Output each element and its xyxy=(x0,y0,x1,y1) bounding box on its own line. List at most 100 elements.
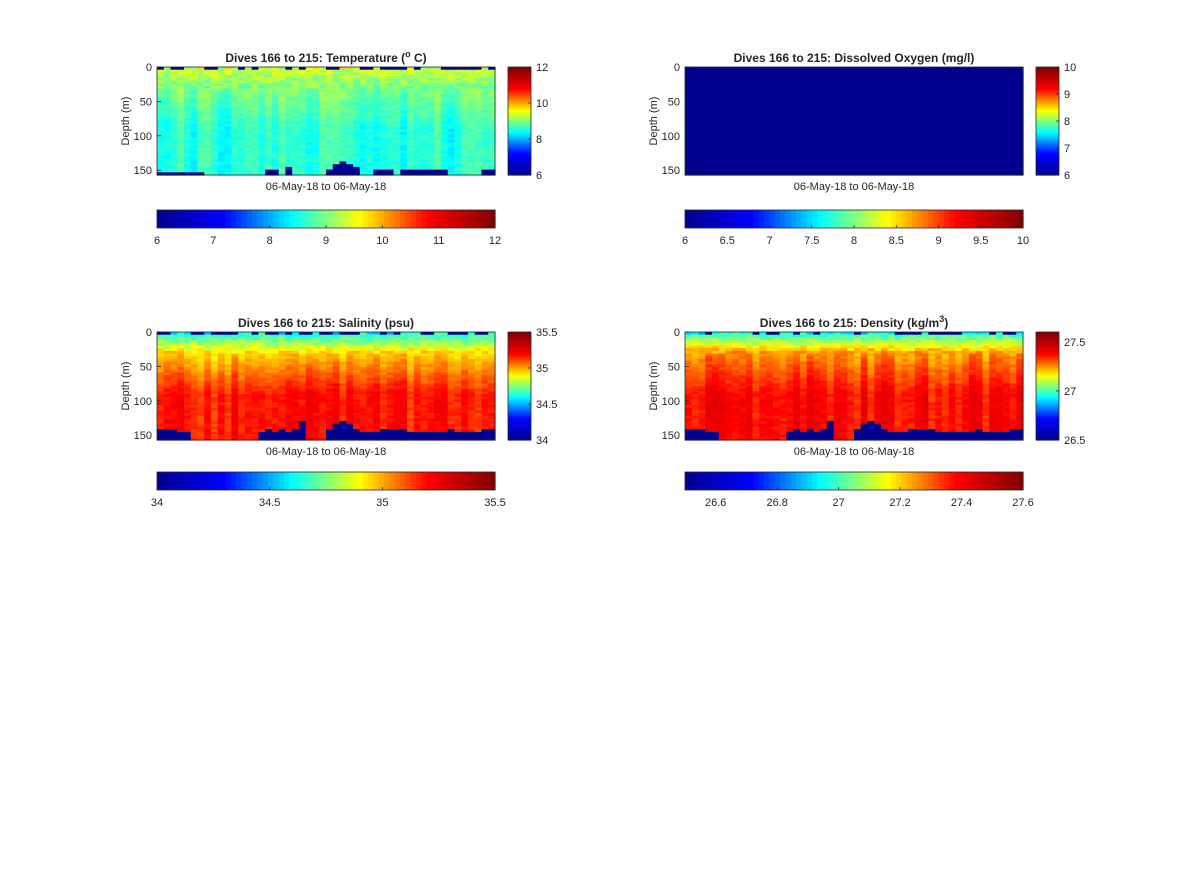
heatmap-cell xyxy=(975,121,984,125)
heatmap-cell xyxy=(705,115,713,119)
heatmap-cell xyxy=(860,161,869,165)
heatmap-cell xyxy=(894,121,902,125)
heatmap-cell xyxy=(955,85,963,90)
heatmap-cell xyxy=(217,139,226,144)
heatmap-cell xyxy=(732,164,740,168)
heatmap-cell xyxy=(725,88,733,92)
heatmap-cell xyxy=(1002,99,1011,103)
heatmap-cell xyxy=(177,380,185,384)
heatmap-cell xyxy=(461,102,469,106)
heatmap-cell xyxy=(326,148,334,152)
heatmap-cell xyxy=(238,145,246,149)
heatmap-cell xyxy=(298,83,307,87)
heatmap-cell xyxy=(1009,172,1017,176)
heatmap-cell xyxy=(258,123,266,127)
heatmap-cell xyxy=(305,77,314,82)
heatmap-cell xyxy=(278,123,287,127)
heatmap-cell xyxy=(244,391,253,395)
heatmap-cell xyxy=(989,123,997,127)
heatmap-cell xyxy=(204,340,212,344)
heatmap-cell xyxy=(278,148,287,152)
heatmap-cell xyxy=(312,75,320,79)
heatmap-cell xyxy=(454,153,462,157)
heatmap-cell xyxy=(332,139,341,144)
heatmap-cell xyxy=(1016,121,1024,125)
heatmap-cell xyxy=(867,77,875,82)
heatmap-cell xyxy=(177,67,185,71)
heatmap-cell xyxy=(217,396,226,401)
heatmap-cell xyxy=(474,83,483,87)
heatmap-cell xyxy=(204,134,212,138)
heatmap-cell xyxy=(319,164,327,168)
heatmap-cell xyxy=(860,67,869,71)
heatmap-cell xyxy=(400,126,408,130)
heatmap-cell xyxy=(231,142,239,146)
heatmap-cell xyxy=(759,131,767,136)
heatmap-cell xyxy=(326,150,334,154)
heatmap-cell xyxy=(461,112,469,117)
heatmap-cell xyxy=(712,115,720,119)
heatmap-cell xyxy=(204,364,212,368)
heatmap-cell xyxy=(271,164,280,168)
heatmap-cell xyxy=(1016,148,1024,152)
heatmap-cell xyxy=(739,83,747,87)
heatmap-cell xyxy=(975,139,984,144)
heatmap-cell xyxy=(488,164,496,168)
heatmap-cell xyxy=(197,156,205,160)
heatmap-cell xyxy=(725,83,733,87)
heatmap-cell xyxy=(312,172,320,176)
heatmap-cell xyxy=(339,94,347,98)
heatmap-cell xyxy=(244,158,253,163)
heatmap-cell xyxy=(366,123,374,127)
heatmap-cell xyxy=(190,172,199,176)
colorbar-segment xyxy=(431,210,438,228)
heatmap-cell xyxy=(231,107,239,111)
heatmap-cell xyxy=(244,332,253,336)
heatmap-cell xyxy=(820,126,828,130)
heatmap-cell xyxy=(488,115,496,119)
heatmap-cell xyxy=(359,153,368,157)
colorbar-segment xyxy=(294,210,301,228)
heatmap-cell xyxy=(941,110,950,114)
heatmap-cell xyxy=(712,139,720,144)
colorbar-segment xyxy=(1036,104,1059,107)
heatmap-cell xyxy=(217,332,226,336)
heatmap-cell xyxy=(745,137,754,141)
heatmap-cell xyxy=(772,153,781,157)
heatmap-cell xyxy=(894,169,902,173)
heatmap-cell xyxy=(975,67,984,71)
heatmap-cell xyxy=(752,148,760,152)
heatmap-cell xyxy=(326,80,334,84)
heatmap-cell xyxy=(752,96,760,100)
heatmap-cell xyxy=(312,121,320,125)
colorbar-segment xyxy=(508,136,531,139)
heatmap-cell xyxy=(685,156,693,160)
heatmap-cell xyxy=(434,99,442,103)
heatmap-cell xyxy=(948,88,956,92)
colorbar-tick-label: 6 xyxy=(1064,170,1070,182)
colorbar-tick-label: 10 xyxy=(1017,235,1029,247)
heatmap-cell xyxy=(454,129,462,133)
heatmap-cell xyxy=(251,334,259,338)
heatmap-cell xyxy=(820,69,828,73)
heatmap-cell xyxy=(359,83,368,87)
colorbar-segment xyxy=(996,210,1003,228)
heatmap-cell xyxy=(231,410,239,414)
heatmap-cell xyxy=(278,69,287,73)
heatmap-cell xyxy=(326,67,334,71)
heatmap-cell xyxy=(867,104,875,109)
heatmap-cell xyxy=(217,361,226,365)
heatmap-cell xyxy=(157,372,165,376)
heatmap-cell xyxy=(217,137,226,141)
heatmap-cell xyxy=(854,83,862,87)
heatmap-cell xyxy=(244,399,253,403)
heatmap-cell xyxy=(251,131,259,136)
heatmap-cell xyxy=(244,75,253,79)
heatmap-cell xyxy=(887,161,896,165)
heatmap-cell xyxy=(204,104,212,109)
heatmap-cell xyxy=(833,67,842,71)
heatmap-cell xyxy=(177,158,185,163)
colorbar-segment xyxy=(1036,107,1059,110)
heatmap-cell xyxy=(413,153,422,157)
heatmap-cell xyxy=(799,88,808,92)
